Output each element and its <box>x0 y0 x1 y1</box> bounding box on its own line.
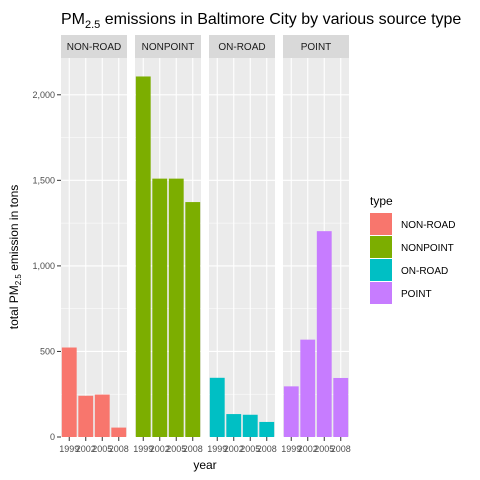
legend-item-nonpoint: NONPOINT <box>370 236 454 258</box>
panel-background <box>209 58 275 437</box>
chart-title-post: emissions in Baltimore City by various s… <box>100 11 461 28</box>
y-tick-label: 1,500 <box>32 175 55 185</box>
y-tick-label: 2,000 <box>32 90 55 100</box>
x-tick-label: 1999 <box>133 444 153 454</box>
bar-point-2002 <box>300 339 316 437</box>
chart-title-sub: 2.5 <box>85 19 100 31</box>
facet-panels: NON-ROAD1999200220052008NONPOINT19992002… <box>59 35 351 454</box>
x-tick-label: 2008 <box>257 444 277 454</box>
bar-nonpoint-1999 <box>135 76 151 437</box>
legend-title: type <box>370 194 393 208</box>
x-tick-label: 2005 <box>166 444 186 454</box>
legend-label: ON-ROAD <box>401 266 448 277</box>
facet-strip <box>209 35 275 58</box>
bar-non-road-2002 <box>78 395 94 437</box>
y-tick-label: 500 <box>40 346 55 356</box>
facet-strip-label: ON-ROAD <box>218 42 265 53</box>
x-tick-label: 2002 <box>298 444 318 454</box>
legend-item-non-road: NON-ROAD <box>370 213 455 235</box>
facet-strip-label: NONPOINT <box>142 42 195 53</box>
legend: type NON-ROAD NONPOINT ON-ROAD POINT <box>370 194 455 304</box>
legend-swatch <box>370 213 392 235</box>
legend-swatch <box>370 282 392 304</box>
y-axis-title-sub: 2.5 <box>14 274 23 286</box>
x-tick-label: 2005 <box>240 444 260 454</box>
legend-label: POINT <box>401 289 432 300</box>
x-tick-label: 2008 <box>109 444 129 454</box>
bar-point-1999 <box>283 386 299 437</box>
x-tick-label: 2002 <box>76 444 96 454</box>
legend-swatch <box>370 236 392 258</box>
x-tick-label: 1999 <box>59 444 79 454</box>
y-tick-label: 0 <box>50 432 55 442</box>
bar-on-road-2005 <box>242 414 258 437</box>
legend-swatch <box>370 259 392 281</box>
x-tick-label: 2002 <box>150 444 170 454</box>
y-axis-title-post: emission in tons <box>7 185 21 274</box>
y-axis-title: total PM2.5 emission in tons <box>7 185 23 330</box>
x-tick-label: 2005 <box>92 444 112 454</box>
bar-non-road-1999 <box>61 347 77 437</box>
chart-title: PM2.5 emissions in Baltimore City by var… <box>61 11 461 31</box>
x-tick-label: 2002 <box>224 444 244 454</box>
panel-background <box>283 58 349 437</box>
y-tick-label: 1,000 <box>32 261 55 271</box>
bar-point-2008 <box>333 377 349 437</box>
y-axis-title-pre: total PM <box>7 285 21 329</box>
bar-on-road-1999 <box>209 377 225 437</box>
bar-nonpoint-2005 <box>168 178 184 437</box>
facet-strip <box>283 35 349 58</box>
facet-strip-label: POINT <box>301 42 332 53</box>
x-tick-label: 2005 <box>314 444 334 454</box>
facet-strip-label: NON-ROAD <box>67 42 121 53</box>
facet-strip <box>61 35 127 58</box>
bar-nonpoint-2002 <box>152 178 168 437</box>
y-axis: 0 500 1,000 1,500 2,000 <box>32 90 61 442</box>
legend-item-point: POINT <box>370 282 432 304</box>
chart-title-pre: PM <box>61 11 85 28</box>
bar-on-road-2002 <box>226 414 242 437</box>
bar-nonpoint-2008 <box>185 202 201 437</box>
facet-strip <box>135 35 201 58</box>
x-tick-label: 1999 <box>281 444 301 454</box>
x-tick-label: 2008 <box>331 444 351 454</box>
bar-on-road-2008 <box>259 421 275 437</box>
legend-item-on-road: ON-ROAD <box>370 259 448 281</box>
x-axis-title: year <box>193 458 216 472</box>
bar-non-road-2005 <box>94 394 110 437</box>
x-tick-label: 2008 <box>183 444 203 454</box>
legend-label: NONPOINT <box>401 243 454 254</box>
legend-label: NON-ROAD <box>401 220 455 231</box>
bar-non-road-2008 <box>111 427 127 437</box>
x-tick-label: 1999 <box>207 444 227 454</box>
bar-point-2005 <box>316 231 332 437</box>
